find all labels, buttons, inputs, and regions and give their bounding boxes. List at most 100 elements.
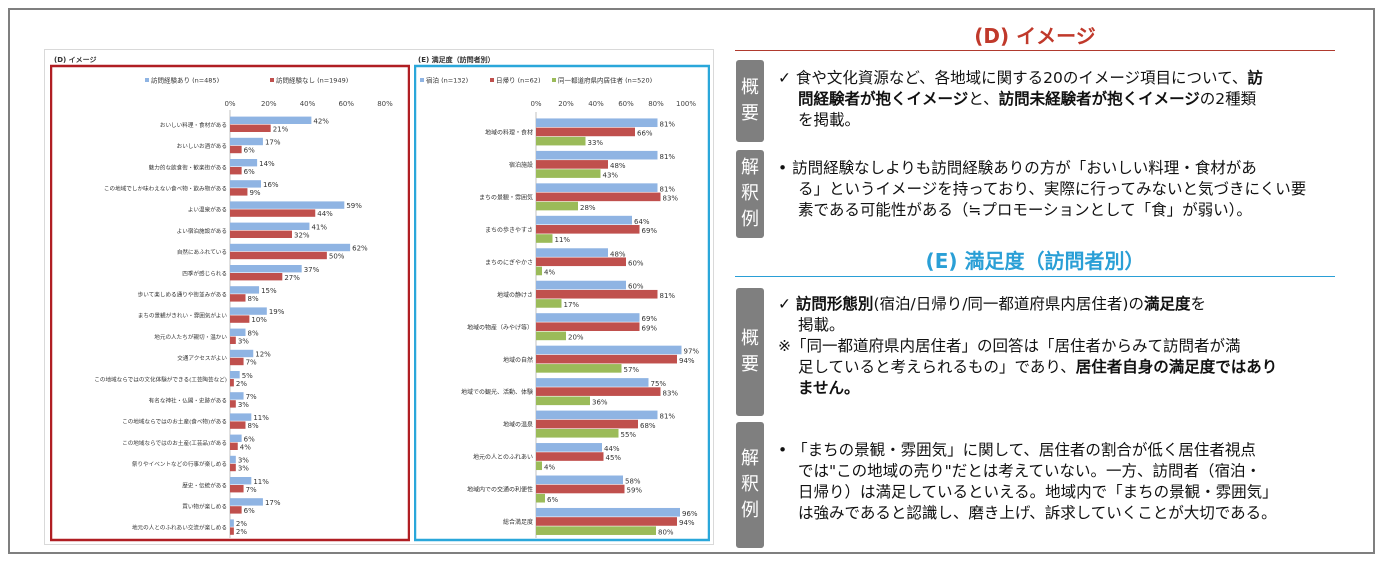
bar [536, 364, 622, 373]
bar [536, 345, 682, 355]
bar [230, 137, 263, 146]
x-tick-label: 100% [676, 100, 696, 108]
bar [230, 201, 345, 209]
bar [536, 387, 661, 396]
bar [536, 299, 562, 308]
bar [230, 328, 246, 336]
bar [230, 371, 240, 379]
bar [230, 124, 271, 132]
bar [536, 475, 623, 485]
data-label: 44% [604, 445, 620, 453]
category-label: まちの景観・雰囲気 [479, 193, 533, 201]
bar [536, 428, 619, 438]
data-label: 5% [242, 372, 253, 380]
data-label: 45% [606, 454, 622, 462]
bar [230, 506, 242, 514]
category-label: 地元の人たちが親切・温かい [154, 333, 227, 341]
category-label: この地域ならではのお土産(食べ物)がある [122, 418, 227, 426]
data-label: 21% [273, 125, 289, 133]
bar [230, 251, 327, 260]
category-label: 地域内での交通の利便性 [467, 486, 533, 494]
data-label: 60% [628, 259, 644, 267]
bar [230, 265, 302, 273]
data-label: 17% [265, 499, 281, 507]
category-label: 地元の人とのふれあい [473, 453, 533, 461]
bar [230, 498, 263, 506]
data-label: 69% [642, 315, 658, 323]
tag-char: 解 [741, 157, 759, 178]
data-label: 59% [627, 487, 643, 495]
data-label: 48% [610, 162, 626, 170]
x-tick-label: 60% [338, 100, 354, 108]
data-label: 2% [236, 380, 247, 388]
bar [536, 493, 545, 503]
bar [230, 357, 244, 366]
category-label: 自然にあふれている [177, 248, 227, 256]
bar [230, 145, 242, 154]
data-label: 6% [244, 168, 255, 176]
data-label: 42% [313, 117, 329, 125]
bar [536, 507, 680, 517]
data-label: 41% [311, 223, 327, 231]
chart-title: (D) イメージ [54, 56, 97, 64]
category-label: まちの景観がきれい・雰囲気がよい [138, 312, 228, 320]
category-label: おいしいお酒がある [177, 142, 227, 150]
data-label: 6% [244, 435, 255, 443]
tag-char: 釈 [741, 183, 759, 204]
bar [536, 452, 604, 461]
x-tick-label: 0% [224, 100, 235, 108]
category-label: 歴史・伝統がある [182, 481, 227, 489]
data-label: 60% [628, 283, 644, 291]
category-label: 地域の温泉 [503, 421, 533, 429]
data-label: 4% [544, 269, 555, 277]
data-label: 97% [684, 348, 700, 356]
bar [230, 180, 261, 188]
category-label: 歩いて楽しめる通りや街並みがある [138, 291, 227, 299]
bar [536, 201, 578, 211]
bar [230, 400, 236, 408]
category-label: おいしい料理・食材がある [160, 121, 227, 129]
bar [536, 354, 677, 364]
category-label: まちのにぎやかさ [485, 258, 533, 266]
bar [536, 419, 638, 429]
bar [230, 336, 236, 344]
data-label: 32% [294, 231, 310, 239]
x-tick-label: 80% [377, 100, 393, 108]
category-label: 総合満足度 [503, 518, 533, 526]
bar [536, 280, 626, 290]
data-label: 58% [625, 478, 641, 486]
legend-label: 訪問経験あり (n=485) [151, 76, 219, 85]
data-label: 57% [624, 366, 640, 374]
data-label: 8% [248, 329, 259, 337]
data-label: 3% [238, 465, 249, 473]
category-label: 宿泊施設 [509, 161, 533, 169]
bar [536, 396, 590, 406]
bar [230, 421, 246, 429]
e-gaiyo-text: ✓ 訪問形態別(宿泊/日帰り/同一都道府県内居住者)の満足度を 掲載。 ※「同一… [778, 295, 1278, 397]
bar [536, 257, 626, 267]
bar [536, 248, 608, 257]
chart-d-box: (D) イメージ 訪問経験あり (n=485) 訪問経験なし (n=1949) 0% 2… [50, 54, 410, 542]
data-label: 7% [246, 359, 257, 367]
category-label: この地域ならではのお土産(工芸品)がある [122, 439, 227, 447]
data-label: 43% [603, 171, 619, 179]
category-label: 祭りやイベントなどの行事が楽しめる [132, 460, 227, 468]
tag-char: 要 [741, 354, 759, 375]
bar [230, 243, 351, 252]
data-label: 14% [259, 160, 275, 168]
data-label: 83% [663, 389, 679, 397]
section-d-rule [735, 50, 1335, 51]
x-tick-label: 40% [588, 100, 604, 108]
chart-frame [414, 64, 710, 542]
bar [230, 413, 252, 421]
legend-swatch [270, 78, 274, 82]
d-gaiyo-text: ✓ 食や文化資源など、各地域に関する20のイメージ項目について、訪 問経験者が抱… [778, 69, 1263, 129]
tag-char: 例 [741, 209, 759, 230]
data-label: 11% [253, 414, 269, 422]
bar [230, 307, 267, 315]
category-label: 四季が感じられる [182, 269, 227, 277]
d-kaishaku-text: • 訪問経験なしよりも訪問経験ありの方が「おいしい料理・食材があ る」というイメ… [778, 159, 1307, 219]
data-label: 68% [640, 422, 656, 430]
bar [230, 392, 244, 400]
